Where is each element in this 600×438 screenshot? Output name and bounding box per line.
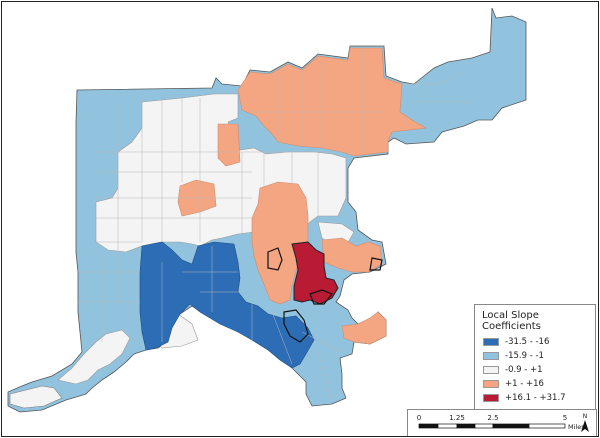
legend-swatch [483, 380, 499, 388]
map-legend: Local Slope Coefficients -31.5 - -16 -15… [474, 304, 596, 410]
scale-bar-graphic: 0 1.25 2.5 5 Miles N [417, 413, 589, 432]
tract-boundaries [78, 48, 472, 403]
neutral-region-south [57, 329, 131, 385]
scale-segments [418, 423, 566, 429]
legend-swatch [483, 394, 499, 402]
legend-item: -31.5 - -16 [483, 337, 549, 347]
legend-item: -0.9 - +1 [483, 365, 543, 375]
scale-tick-label: 1.25 [449, 414, 465, 422]
legend-label: -15.9 - -1 [505, 351, 544, 361]
positive-region-southeast [341, 311, 387, 345]
scale-tick-label: 0 [417, 414, 421, 422]
scale-tick-label: 2.5 [487, 414, 498, 422]
positive-region-north [237, 47, 427, 157]
neutral-region-west [9, 385, 63, 409]
legend-title: Local Slope Coefficients [482, 310, 541, 332]
svg-text:N: N [583, 413, 588, 420]
scale-bar: 0 1.25 2.5 5 Miles N [407, 409, 597, 436]
legend-label: -0.9 - +1 [505, 365, 543, 375]
legend-item: -15.9 - -1 [483, 351, 544, 361]
scale-tick-label: 5 [563, 414, 567, 422]
legend-swatch [483, 338, 499, 346]
positive-region-central [251, 181, 309, 305]
legend-label: +16.1 - +31.7 [505, 393, 566, 403]
legend-label: +1 - +16 [505, 379, 544, 389]
highlighted-outlines [267, 247, 383, 343]
strong-negative-region [139, 241, 315, 369]
legend-label: -31.5 - -16 [505, 337, 550, 347]
legend-swatch [483, 352, 499, 360]
legend-item: +16.1 - +31.7 [483, 393, 566, 403]
positive-region-north-west [217, 123, 241, 167]
scale-unit: Miles [568, 423, 585, 431]
legend-swatch [483, 366, 499, 374]
positive-region-east [321, 237, 383, 273]
legend-item: +1 - +16 [483, 379, 544, 389]
strong-positive-region [291, 241, 339, 305]
north-arrow-icon: N [581, 413, 589, 432]
